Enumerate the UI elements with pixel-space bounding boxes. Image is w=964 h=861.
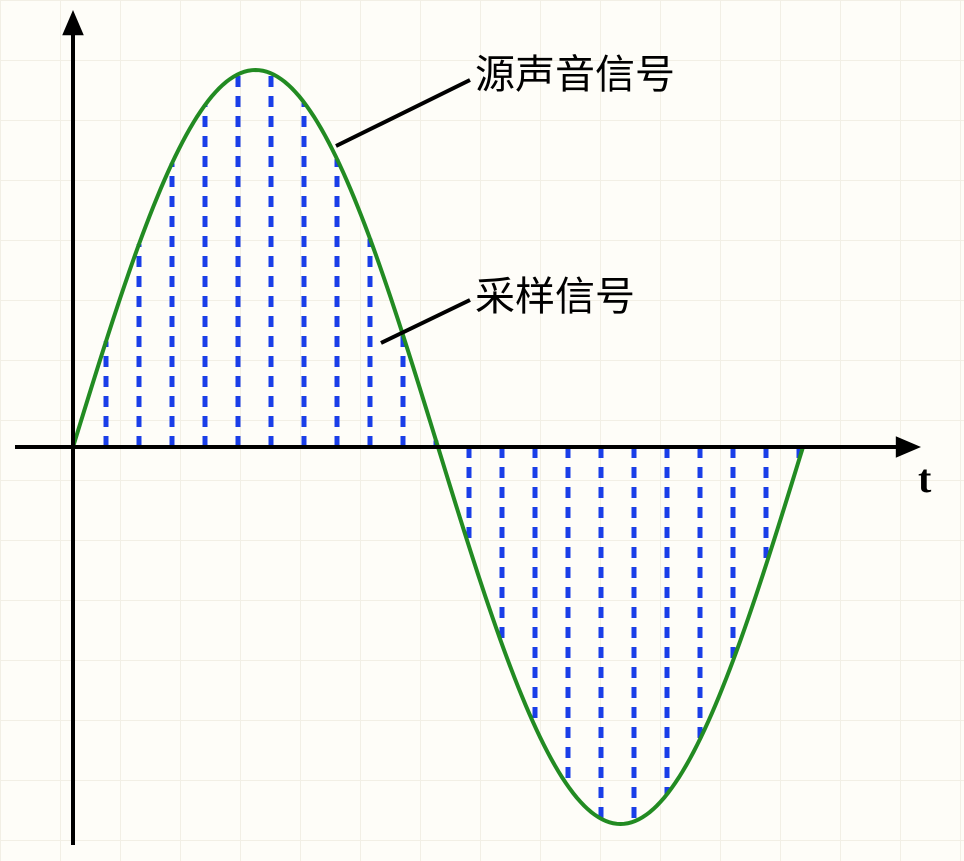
x-axis-label: t bbox=[918, 455, 931, 502]
axes bbox=[15, 10, 921, 845]
signal-sampling-diagram bbox=[0, 0, 964, 861]
sample-signal-label: 采样信号 bbox=[475, 264, 635, 322]
leader-line bbox=[336, 80, 470, 146]
y-axis-arrow bbox=[62, 10, 84, 35]
source-signal-label: 源声音信号 bbox=[475, 42, 675, 100]
annotation-leaders bbox=[336, 80, 470, 343]
